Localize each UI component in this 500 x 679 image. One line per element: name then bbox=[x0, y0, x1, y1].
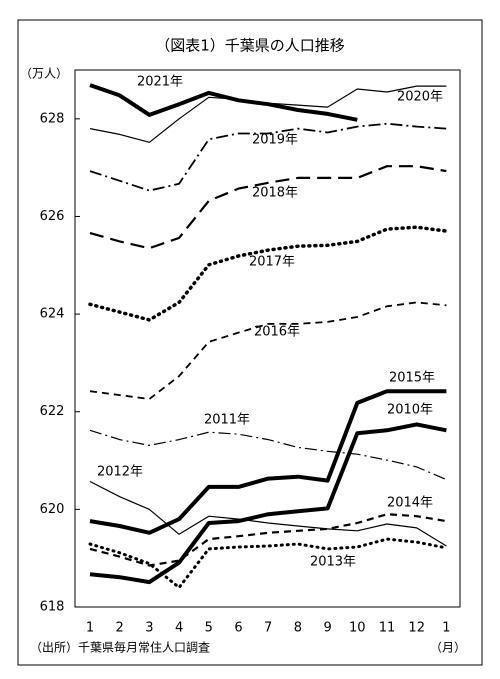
series-line bbox=[89, 513, 447, 567]
x-axis-label: （月） bbox=[430, 641, 466, 655]
series-label: 2021年 bbox=[137, 75, 183, 90]
series-line bbox=[88, 537, 448, 589]
x-tick-label: 8 bbox=[294, 621, 302, 636]
y-tick-label: 622 bbox=[40, 404, 65, 419]
series-line bbox=[89, 301, 447, 400]
series-label: 2017年 bbox=[249, 255, 295, 270]
x-tick-label: 3 bbox=[145, 621, 153, 636]
y-tick-label: 620 bbox=[40, 502, 65, 517]
series-label: 2012年 bbox=[97, 465, 143, 480]
series-line bbox=[89, 480, 447, 547]
series-line bbox=[89, 165, 447, 250]
plot-frame bbox=[74, 69, 461, 608]
chart-title: （図表1）千葉県の人口推移 bbox=[155, 37, 345, 55]
x-tick-label: 4 bbox=[175, 621, 183, 636]
series-label: 2019年 bbox=[252, 133, 298, 148]
series-label: 2016年 bbox=[254, 325, 300, 340]
series-label: 2014年 bbox=[387, 496, 433, 511]
series-line bbox=[89, 83, 358, 122]
source: （出所）千葉県毎月常住人口調査 bbox=[30, 640, 210, 655]
series-line bbox=[89, 429, 447, 481]
series-label: 2013年 bbox=[310, 555, 356, 570]
x-tick-label: 6 bbox=[234, 621, 242, 636]
outer-frame bbox=[17, 19, 483, 666]
x-tick-label: 1 bbox=[442, 621, 450, 636]
y-tick-label: 628 bbox=[40, 111, 65, 126]
series-label: 2018年 bbox=[252, 186, 298, 201]
y-tick-label: 618 bbox=[40, 600, 65, 615]
x-tick-label: 7 bbox=[264, 621, 272, 636]
x-tick-label: 10 bbox=[349, 621, 366, 636]
series-label: 2011年 bbox=[204, 413, 250, 428]
y-tick-label: 626 bbox=[40, 209, 65, 224]
x-tick-label: 5 bbox=[205, 621, 213, 636]
x-tick-label: 9 bbox=[323, 621, 331, 636]
series-label: 2020年 bbox=[397, 90, 443, 105]
series-line bbox=[89, 389, 447, 535]
x-tick-label: 2 bbox=[116, 621, 124, 636]
x-tick-label: 1 bbox=[86, 621, 94, 636]
series-label: 2015年 bbox=[389, 371, 435, 386]
series-line bbox=[89, 422, 447, 585]
y-axis-label: （万人） bbox=[20, 67, 68, 81]
series-line bbox=[89, 85, 447, 143]
x-tick-label: 11 bbox=[379, 621, 396, 636]
series-label: 2010年 bbox=[387, 403, 433, 418]
x-tick-label: 12 bbox=[408, 621, 425, 636]
y-tick-label: 624 bbox=[40, 307, 65, 322]
series-line bbox=[89, 122, 447, 192]
series-line bbox=[88, 225, 449, 322]
